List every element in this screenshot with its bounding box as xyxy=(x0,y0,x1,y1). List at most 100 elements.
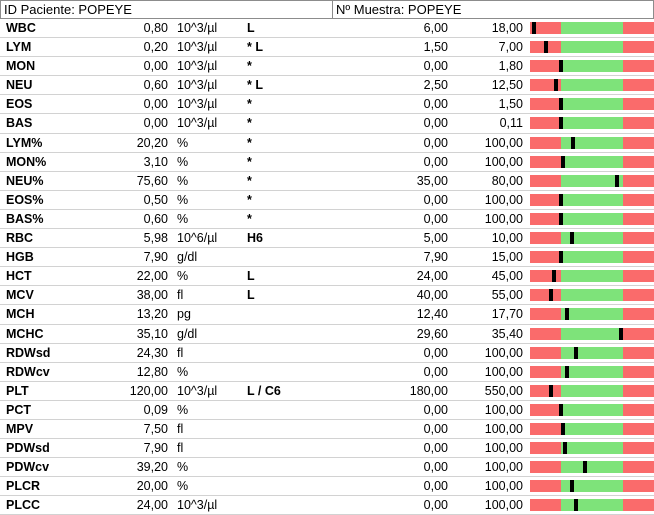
parameter-name: MCV xyxy=(6,288,34,303)
table-row[interactable]: RDWcv 12,80% 0,00 100,00 xyxy=(0,363,654,382)
value-marker xyxy=(559,60,563,73)
range-bar xyxy=(530,289,654,302)
reference-high: 100,00 xyxy=(484,192,523,207)
range-bar xyxy=(530,346,654,359)
reference-low: 1,50 xyxy=(423,40,448,55)
parameter-unit: % xyxy=(177,364,189,379)
reference-high: 100,00 xyxy=(484,421,523,436)
reference-high: 100,00 xyxy=(484,364,523,379)
reference-high: 1,50 xyxy=(498,97,523,112)
reference-high: 17,70 xyxy=(491,307,523,322)
table-row[interactable]: NEU% 75,60% * 35,00 80,00 xyxy=(0,172,654,191)
range-bar xyxy=(530,117,654,130)
table-row[interactable]: HGB 7,90 g/dl 7,90 15,00 xyxy=(0,248,654,268)
parameter-value: 20,00 xyxy=(136,479,168,494)
reference-low: 0,00 xyxy=(423,211,448,226)
normal-range-segment xyxy=(561,442,623,455)
parameter-value: 0,80 xyxy=(143,21,168,35)
parameter-unit: 10^3/µl xyxy=(177,21,218,35)
table-row[interactable]: MCHC 35,10 g/dl 29,60 35,40 xyxy=(0,325,654,344)
table-row[interactable]: PCT 0,09% 0,00 100,00 xyxy=(0,401,654,420)
range-bar xyxy=(530,480,654,493)
table-row[interactable]: BAS 0,00 10^3/µl * 0,00 0,11 xyxy=(0,114,654,134)
parameter-flag: L xyxy=(247,21,255,35)
range-bar xyxy=(530,308,654,321)
parameter-unit: fl xyxy=(177,288,184,303)
parameter-name: PLCR xyxy=(6,479,41,494)
table-row[interactable]: NEU 0,60 10^3/µl * L 2,50 12,50 xyxy=(0,76,654,96)
normal-range-segment xyxy=(561,499,623,512)
table-row[interactable]: PLCC 24,00 10^3/µl 0,00 100,00 xyxy=(0,496,654,515)
table-row[interactable]: HCT 22,00% L 24,00 45,00 xyxy=(0,267,654,287)
table-row[interactable]: MCV 38,00 fl L 40,00 55,00 xyxy=(0,286,654,306)
normal-range-segment xyxy=(561,480,623,493)
parameter-name: MCH xyxy=(6,307,35,322)
table-row[interactable]: LYM% 20,20% * 0,00 100,00 xyxy=(0,134,654,153)
value-marker xyxy=(571,136,575,149)
reference-low: 0,00 xyxy=(423,402,448,417)
normal-range-segment xyxy=(561,346,623,359)
parameter-name: PCT xyxy=(6,402,31,417)
table-row[interactable]: PLT 120,00 10^3/µl L / C6 180,00 550,00 xyxy=(0,382,654,401)
parameter-value: 22,00 xyxy=(136,269,168,284)
table-row[interactable]: MON 0,00 10^3/µl * 0,00 1,80 xyxy=(0,57,654,77)
table-row[interactable]: PDWcv 39,20% 0,00 100,00 xyxy=(0,458,654,478)
sample-number-label: Nº Muestra: POPEYE xyxy=(333,0,654,19)
parameter-name: RBC xyxy=(6,231,34,246)
value-marker xyxy=(565,308,569,321)
parameter-value: 75,60 xyxy=(136,173,168,188)
parameter-flag: L xyxy=(247,288,255,303)
table-row[interactable]: RDWsd 24,30 fl 0,00 100,00 xyxy=(0,344,654,363)
table-row[interactable]: WBC 0,80 10^3/µl L 6,00 18,00 xyxy=(0,19,654,39)
parameter-unit: fl xyxy=(177,441,184,456)
table-row[interactable]: EOS% 0,50% * 0,00 100,00 xyxy=(0,191,654,210)
value-marker xyxy=(532,22,536,34)
table-row[interactable]: RBC 5,98 10^6/µl H6 5,00 10,00 xyxy=(0,229,654,249)
parameter-name: RDWcv xyxy=(6,364,50,379)
parameter-flag: * xyxy=(247,97,252,112)
parameter-name: NEU xyxy=(6,78,33,93)
parameter-flag: * xyxy=(247,211,252,226)
table-row[interactable]: LYM 0,20 10^3/µl * L 1,50 7,00 xyxy=(0,38,654,58)
normal-range-segment xyxy=(561,98,623,111)
parameter-flag: * xyxy=(247,59,252,74)
parameter-value: 0,00 xyxy=(143,97,168,112)
table-row[interactable]: PDWsd 7,90 fl 0,00 100,00 xyxy=(0,439,654,459)
reference-low: 0,00 xyxy=(423,441,448,456)
parameter-value: 0,00 xyxy=(143,116,168,131)
normal-range-segment xyxy=(561,384,623,397)
parameter-value: 13,20 xyxy=(136,307,168,322)
normal-range-segment xyxy=(561,422,623,435)
parameter-name: WBC xyxy=(6,21,36,35)
range-bar xyxy=(530,461,654,474)
reference-low: 0,00 xyxy=(423,97,448,112)
table-row[interactable]: MON% 3,10% * 0,00 100,00 xyxy=(0,153,654,172)
table-row[interactable]: MPV 7,50 fl 0,00 100,00 xyxy=(0,420,654,440)
range-bar xyxy=(530,155,654,168)
parameter-name: LYM xyxy=(6,40,32,55)
patient-id-label: ID Paciente: POPEYE xyxy=(0,0,333,19)
parameter-value: 0,60 xyxy=(143,211,168,226)
normal-range-segment xyxy=(561,251,623,264)
value-marker xyxy=(559,117,563,130)
table-row[interactable]: MCH 13,20 pg 12,40 17,70 xyxy=(0,305,654,325)
parameter-flag: * xyxy=(247,135,252,150)
range-bar xyxy=(530,22,654,34)
reference-high: 7,00 xyxy=(498,40,523,55)
reference-low: 0,00 xyxy=(423,421,448,436)
parameter-unit: fl xyxy=(177,421,184,436)
parameter-flag: * xyxy=(247,173,252,188)
parameter-unit: % xyxy=(177,211,189,226)
parameter-unit: pg xyxy=(177,307,191,322)
parameter-name: NEU% xyxy=(6,173,44,188)
results-table: WBC 0,80 10^3/µl L 6,00 18,00 LYM 0,20 10^3/µl * … xyxy=(0,19,654,515)
table-row[interactable]: EOS 0,00 10^3/µl * 0,00 1,50 xyxy=(0,95,654,115)
range-bar xyxy=(530,442,654,455)
table-row[interactable]: BAS% 0,60% * 0,00 100,00 xyxy=(0,210,654,230)
reference-high: 100,00 xyxy=(484,498,523,513)
parameter-unit: 10^3/µl xyxy=(177,116,218,131)
parameter-flag: * L xyxy=(247,78,263,93)
range-bar xyxy=(530,365,654,378)
table-row[interactable]: PLCR 20,00% 0,00 100,00 xyxy=(0,477,654,497)
parameter-unit: 10^3/µl xyxy=(177,78,218,93)
